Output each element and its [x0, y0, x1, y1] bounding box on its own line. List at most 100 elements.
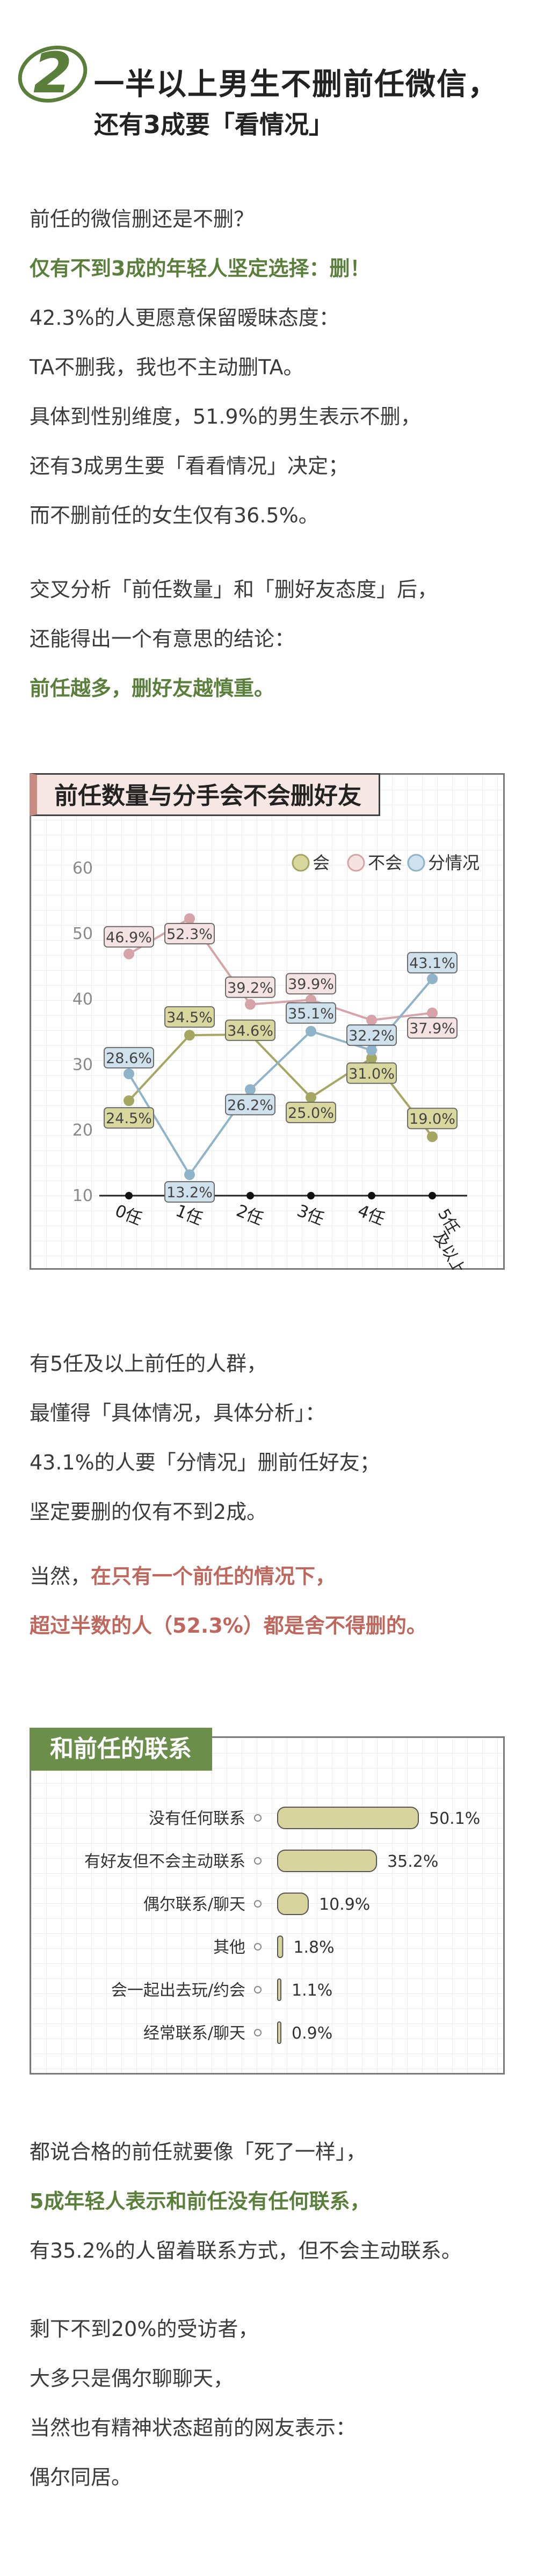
data-label: 46.9%	[106, 929, 152, 946]
x-tick-label-group: 4任	[355, 1201, 388, 1229]
data-label: 52.3%	[166, 926, 213, 943]
data-label: 37.9%	[409, 1021, 455, 1037]
highlight-line: 前任越多，删好友越慎重。	[30, 676, 275, 700]
bar-category-label: 没有任何联系	[149, 1809, 245, 1828]
bar	[277, 1978, 281, 2001]
text-line: 43.1%的人要「分情况」删前任好友；	[30, 1451, 380, 1474]
x-tick-dot	[125, 1192, 133, 1199]
bar-bullet	[254, 1814, 262, 1822]
legend-marker	[347, 854, 365, 872]
text-line: 偶尔同居。	[30, 2465, 132, 2489]
data-point	[427, 1007, 438, 1018]
data-point	[245, 1084, 256, 1095]
y-tick-label: 30	[72, 1056, 93, 1074]
data-label: 34.5%	[166, 1009, 213, 1026]
section-title-line-1: 一半以上男生不删前任微信，	[94, 67, 499, 102]
data-label: 32.2%	[349, 1028, 395, 1044]
x-tick-label: 及以上	[430, 1228, 469, 1270]
data-point	[366, 1045, 377, 1056]
bar-category-label: 偶尔联系/聊天	[143, 1895, 245, 1914]
section-number-badge: 2	[11, 37, 97, 106]
data-label-box	[286, 1102, 336, 1123]
line-chart: 10 20 30 40 50 60 0任 1任 2任 3任 4任 5任及以上 会 不会 分情况 24.5% 34…	[72, 853, 480, 1270]
bar-category-label: 会一起出去玩/约会	[111, 1981, 245, 2000]
data-point	[427, 1131, 438, 1143]
bar-value-label: 0.9%	[292, 2024, 332, 2043]
chart-card-ex-count	[30, 773, 505, 1270]
data-label-box	[104, 1107, 154, 1129]
data-point	[124, 948, 134, 959]
text-line: 都说合格的前任就要像「死了一样」，	[30, 2140, 367, 2164]
bar-category-label: 经常联系/聊天	[143, 2024, 245, 2043]
bar-value-label: 1.1%	[292, 1981, 332, 2000]
text-line: 还有3成男生要「看看情况」决定；	[30, 454, 349, 478]
text-line: TA不删我，我也不主动删TA。	[30, 355, 304, 379]
bar-bullet	[254, 1943, 262, 1951]
data-label: 43.1%	[409, 955, 455, 972]
bar-bullet	[254, 1986, 262, 1993]
x-tick-label-group: 5任及以上	[430, 1206, 469, 1270]
data-label-box	[407, 952, 458, 974]
data-label: 39.9%	[288, 976, 334, 993]
x-tick-dot	[429, 1192, 436, 1199]
data-label: 28.6%	[106, 1050, 152, 1067]
data-label: 13.2%	[166, 1184, 213, 1201]
data-point	[366, 1052, 377, 1064]
data-point	[245, 999, 256, 1010]
data-label-box	[164, 1006, 215, 1028]
x-tick-label-group: 3任	[294, 1201, 327, 1229]
highlight-segment: 在只有一个前任的情况下，	[91, 1564, 336, 1588]
data-point	[184, 913, 195, 924]
data-label-box	[225, 1019, 275, 1041]
paragraph-one-ex: 当然，在只有一个前任的情况下， 超过半数的人（52.3%）都是舍不得删的。	[30, 1552, 513, 1650]
bar-category-label: 有好友但不会主动联系	[84, 1852, 245, 1871]
x-tick-dot	[307, 1192, 315, 1199]
text-line: 有35.2%的人留着联系方式，但不会主动联系。	[30, 2239, 462, 2262]
bar-bullet	[254, 1857, 262, 1865]
legend-label: 会	[313, 853, 330, 873]
x-tick-label: 4任	[355, 1201, 388, 1229]
bar	[277, 1893, 309, 1915]
data-label-box	[104, 926, 154, 948]
data-label: 39.2%	[227, 980, 273, 996]
section-title-line-2: 还有3成要「看情况」	[94, 110, 334, 139]
paragraph-five-plus: 有5任及以上前任的人群， 最懂得「具体情况，具体分析」： 43.1%的人要「分情…	[30, 1339, 513, 1537]
data-point	[366, 1015, 377, 1026]
paragraph-cross-analysis: 交叉分析「前任数量」和「删好友态度」后， 还能得出一个有意思的结论： 前任越多，…	[30, 565, 513, 713]
y-tick-label: 60	[72, 859, 93, 878]
data-label-box	[164, 922, 215, 944]
bar-value-label: 35.2%	[387, 1852, 438, 1871]
data-point	[306, 1025, 316, 1037]
data-label-box	[104, 1047, 154, 1069]
x-tick-label: 2任	[234, 1201, 266, 1229]
data-label-box	[346, 1024, 397, 1046]
highlight-line: 5成年轻人表示和前任没有任何联系，	[30, 2189, 371, 2213]
text-line: 大多只是偶尔聊聊天，	[30, 2367, 234, 2390]
data-point	[184, 1030, 195, 1041]
x-tick-dot	[368, 1192, 375, 1199]
data-point	[306, 1092, 316, 1103]
bar	[277, 1807, 419, 1829]
bar-bullet	[254, 1900, 262, 1908]
text-line: 坚定要删的仅有不到2成。	[30, 1500, 267, 1524]
data-label-box	[346, 1062, 397, 1084]
bar	[277, 1850, 378, 1872]
text-segment: 当然，	[30, 1564, 91, 1588]
legend-label: 不会	[368, 853, 402, 873]
bar	[277, 1935, 284, 1958]
text-line: 具体到性别维度，51.9%的男生表示不删，	[30, 405, 421, 428]
x-tick-label-group: 2任	[234, 1201, 266, 1229]
x-tick-label-group: 0任	[112, 1201, 145, 1229]
data-label: 35.1%	[288, 1006, 334, 1022]
bar-value-label: 1.8%	[293, 1938, 334, 1957]
bar-category-label: 其他	[213, 1938, 245, 1957]
highlight-line: 仅有不到3成的年轻人坚定选择：删！	[30, 257, 371, 280]
text-line: 交叉分析「前任数量」和「删好友态度」后，	[30, 578, 438, 601]
chart-title: 和前任的联系	[30, 1728, 212, 1771]
paragraph-remaining: 剩下不到20%的受访者， 大多只是偶尔聊聊天， 当然也有精神状态超前的网友表示：…	[30, 2304, 513, 2502]
text-line: 前任的微信删还是不删？	[30, 207, 255, 231]
data-label-box	[286, 973, 336, 995]
legend-label: 分情况	[428, 853, 480, 873]
text-line: 42.3%的人更愿意保留暧昧态度：	[30, 306, 339, 330]
x-tick-dot	[246, 1192, 254, 1199]
